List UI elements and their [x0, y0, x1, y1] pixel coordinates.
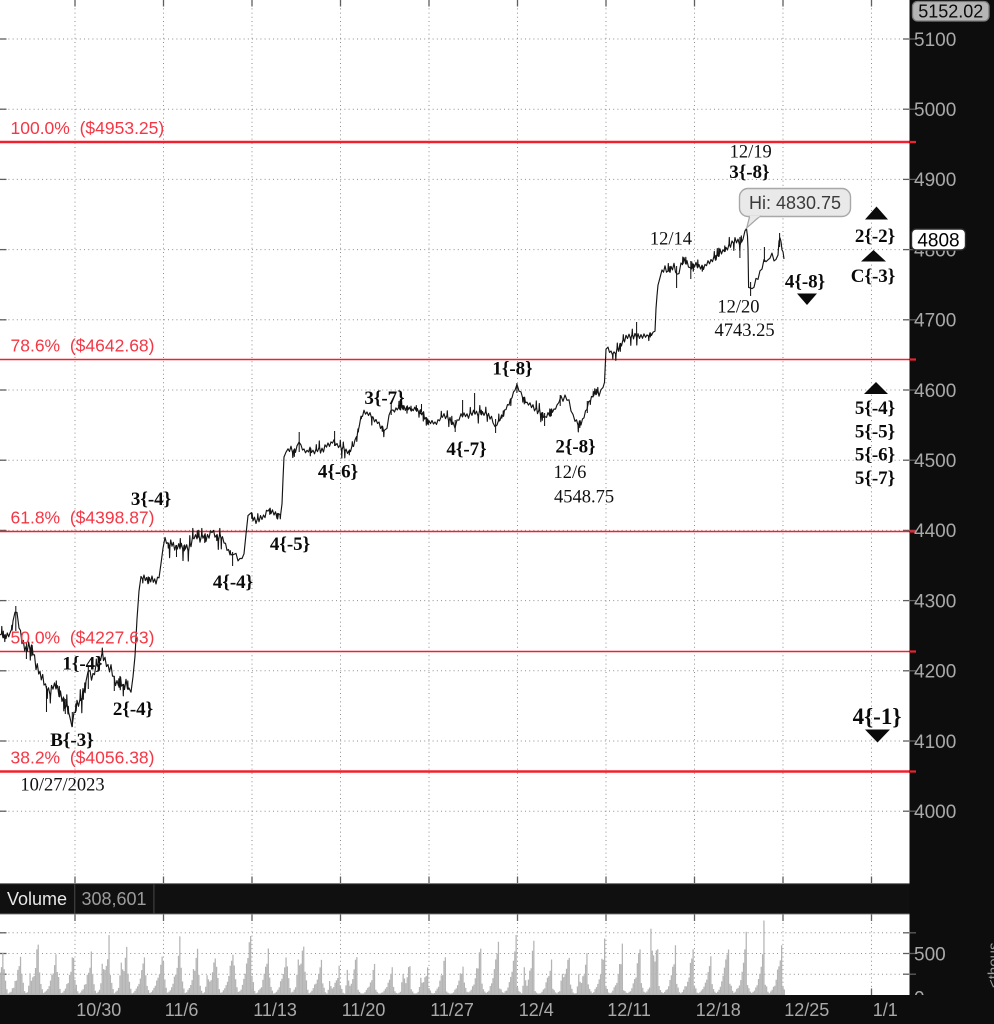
svg-text:3{-7}: 3{-7}	[364, 388, 404, 409]
svg-text:4600: 4600	[914, 381, 956, 402]
svg-text:C{-3}: C{-3}	[851, 266, 896, 287]
svg-text:4808: 4808	[917, 231, 959, 252]
svg-text:5152.02: 5152.02	[918, 2, 983, 22]
svg-text:12/19: 12/19	[730, 142, 772, 162]
svg-text:50.0% ($4227.63): 50.0% ($4227.63)	[11, 628, 155, 648]
svg-text:12/14: 12/14	[650, 229, 692, 249]
svg-text:4548.75: 4548.75	[554, 487, 614, 507]
svg-text:78.6% ($4642.68): 78.6% ($4642.68)	[11, 336, 155, 356]
svg-text:4300: 4300	[914, 591, 956, 612]
svg-text:4900: 4900	[914, 170, 956, 191]
svg-text:100.0% ($4953.25): 100.0% ($4953.25)	[11, 118, 165, 138]
svg-text:4{-6}: 4{-6}	[318, 462, 358, 483]
svg-text:4000: 4000	[914, 802, 956, 823]
svg-text:61.8% ($4398.87): 61.8% ($4398.87)	[11, 508, 155, 528]
svg-text:4{-7}: 4{-7}	[446, 439, 486, 460]
svg-text:10/27/2023: 10/27/2023	[20, 775, 104, 795]
svg-text:12/11: 12/11	[607, 1000, 651, 1020]
svg-text:4743.25: 4743.25	[714, 321, 774, 341]
svg-text:Volume: Volume	[7, 889, 67, 909]
svg-text:2{-4}: 2{-4}	[113, 699, 153, 720]
svg-text:4500: 4500	[914, 451, 956, 472]
svg-text:1/1: 1/1	[873, 1000, 898, 1020]
svg-text:1{-4}: 1{-4}	[62, 654, 102, 675]
svg-text:4{-8}: 4{-8}	[785, 272, 825, 293]
svg-text:5{-4}: 5{-4}	[855, 398, 895, 419]
svg-text:4200: 4200	[914, 662, 956, 683]
svg-text:<thous: <thous	[986, 943, 994, 988]
svg-text:2{-8}: 2{-8}	[555, 437, 595, 458]
svg-text:5100: 5100	[914, 30, 956, 51]
svg-text:11/6: 11/6	[165, 1000, 199, 1020]
svg-text:12/4: 12/4	[519, 1000, 554, 1020]
svg-text:1{-8}: 1{-8}	[492, 359, 532, 380]
svg-text:4700: 4700	[914, 311, 956, 332]
svg-text:4400: 4400	[914, 521, 956, 542]
svg-text:4100: 4100	[914, 732, 956, 753]
svg-text:4{-5}: 4{-5}	[270, 534, 310, 555]
svg-text:5000: 5000	[914, 100, 956, 121]
svg-text:Hi: 4830.75: Hi: 4830.75	[749, 193, 841, 213]
svg-text:B{-3}: B{-3}	[50, 730, 93, 751]
svg-text:12/25: 12/25	[784, 1000, 829, 1020]
svg-text:4{-4}: 4{-4}	[213, 572, 253, 593]
svg-text:11/13: 11/13	[253, 1000, 297, 1020]
svg-text:11/27: 11/27	[430, 1000, 474, 1020]
svg-text:3{-8}: 3{-8}	[729, 162, 769, 183]
svg-text:5{-7}: 5{-7}	[855, 468, 895, 489]
svg-text:3{-4}: 3{-4}	[131, 489, 171, 510]
svg-text:5{-5}: 5{-5}	[855, 422, 895, 443]
svg-text:4{-1}: 4{-1}	[853, 704, 902, 729]
svg-text:5{-6}: 5{-6}	[855, 445, 895, 466]
svg-text:10/30: 10/30	[76, 1000, 121, 1020]
svg-text:11/20: 11/20	[342, 1000, 386, 1020]
svg-text:12/6: 12/6	[554, 463, 587, 483]
svg-text:12/20: 12/20	[717, 297, 759, 317]
svg-text:500: 500	[914, 944, 946, 965]
svg-text:12/18: 12/18	[696, 1000, 741, 1020]
svg-text:38.2% ($4056.38): 38.2% ($4056.38)	[11, 748, 155, 768]
svg-text:2{-2}: 2{-2}	[855, 226, 895, 247]
svg-text:308,601: 308,601	[82, 889, 147, 909]
